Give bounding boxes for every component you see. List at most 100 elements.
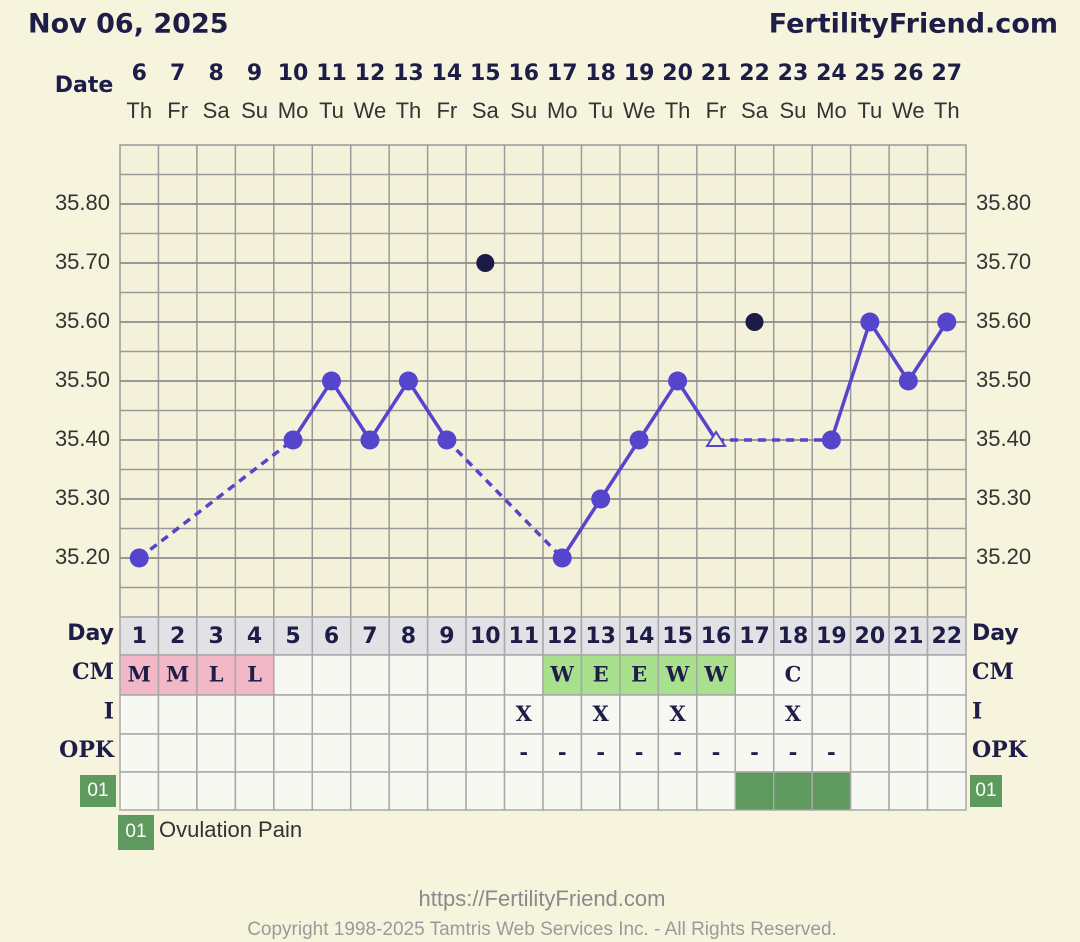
x-axis-label: Date — [55, 73, 114, 98]
temp-segment — [368, 380, 410, 441]
legend-code: 01 — [125, 821, 146, 842]
days-value: 1 — [132, 624, 147, 649]
weekday-label: Tu — [319, 98, 344, 123]
opk-value: - — [827, 740, 836, 765]
cm-value: E — [593, 662, 609, 687]
weekday-label: Fr — [436, 98, 457, 123]
chart-date: Nov 06, 2025 — [28, 9, 229, 40]
row-label-right: I — [972, 699, 982, 725]
weekday-label: Sa — [741, 98, 769, 123]
row-label: 01 — [87, 780, 108, 801]
weekday-label: Su — [510, 98, 537, 123]
weekday-label: Mo — [278, 98, 309, 123]
date-label: 14 — [432, 61, 463, 86]
days-value: 5 — [285, 624, 300, 649]
cm-value: C — [785, 662, 802, 687]
custom-cell — [619, 771, 660, 811]
days-cell — [619, 616, 660, 656]
opk-cell — [849, 733, 890, 773]
days-value: 9 — [439, 624, 454, 649]
date-label: 18 — [585, 61, 616, 86]
opk-value: - — [596, 740, 605, 765]
days-value: 4 — [247, 624, 262, 649]
custom-cell — [503, 771, 544, 811]
cm-value: W — [549, 662, 574, 687]
i-value: X — [785, 701, 802, 726]
row-label-right: OPK — [972, 737, 1028, 763]
date-label: 23 — [778, 61, 809, 86]
days-cell — [234, 616, 275, 656]
date-label: 10 — [278, 61, 309, 86]
days-value: 19 — [816, 624, 847, 649]
days-cell — [273, 616, 314, 656]
custom-cell — [580, 771, 621, 811]
days-cell — [388, 616, 429, 656]
custom-cell — [426, 771, 467, 811]
weekday-label: Su — [241, 98, 268, 123]
temp-segment — [829, 321, 872, 441]
custom-cell — [465, 771, 506, 811]
i-cell — [349, 694, 390, 735]
custom-cell — [926, 771, 967, 811]
custom-tag — [80, 775, 116, 807]
opk-value: - — [673, 740, 682, 765]
opk-value: - — [789, 740, 798, 765]
i-cell — [119, 694, 160, 735]
days-cell — [580, 616, 621, 656]
i-cell — [580, 694, 621, 735]
opk-value: - — [635, 740, 644, 765]
i-value: X — [669, 701, 686, 726]
date-label: 22 — [739, 61, 770, 86]
weekday-label: We — [623, 98, 656, 123]
date-label: 15 — [470, 61, 501, 86]
custom-cell — [734, 771, 775, 811]
temp-segment — [291, 380, 333, 441]
opk-cell — [388, 733, 429, 773]
y-tick-label-right: 35.70 — [976, 249, 1031, 274]
y-tick-label-right: 35.20 — [976, 544, 1031, 569]
cm-cell — [311, 654, 352, 696]
custom-cell — [542, 771, 583, 811]
cm-value: M — [166, 662, 189, 687]
custom-cell — [311, 771, 352, 811]
custom-cell — [157, 771, 198, 811]
y-tick-label: 35.80 — [55, 190, 110, 215]
days-value: 14 — [624, 624, 655, 649]
cm-cell — [657, 654, 698, 696]
custom-cell — [696, 771, 737, 811]
custom-cell — [196, 771, 237, 811]
opk-cell — [426, 733, 467, 773]
i-cell — [888, 694, 929, 735]
row-label-right: 01 — [975, 780, 996, 801]
temp-point — [398, 371, 418, 391]
temp-segment — [560, 498, 603, 559]
temp-point — [283, 430, 303, 450]
temp-segment — [138, 438, 295, 560]
date-label: 12 — [355, 61, 386, 86]
i-value: X — [593, 701, 610, 726]
opk-cell — [157, 733, 198, 773]
temp-point — [129, 548, 149, 568]
temp-point — [668, 371, 688, 391]
cm-cell — [503, 654, 544, 696]
opk-cell — [465, 733, 506, 773]
days-value: 10 — [470, 624, 501, 649]
weekday-label: Th — [396, 98, 422, 123]
date-label: 16 — [508, 61, 539, 86]
days-value: 15 — [662, 624, 693, 649]
weekday-label: We — [354, 98, 387, 123]
temp-point — [860, 312, 880, 332]
custom-cell — [119, 771, 160, 811]
i-cell — [734, 694, 775, 735]
temp-point-open — [705, 430, 727, 447]
legend-swatch — [118, 815, 154, 850]
cm-value: W — [665, 662, 690, 687]
cm-value: L — [247, 662, 262, 687]
weekday-label: Tu — [857, 98, 882, 123]
cm-value: L — [209, 662, 224, 687]
y-tick-label: 35.50 — [55, 367, 110, 392]
opk-cell — [234, 733, 275, 773]
temp-segment — [599, 439, 641, 500]
weekday-label: We — [892, 98, 925, 123]
